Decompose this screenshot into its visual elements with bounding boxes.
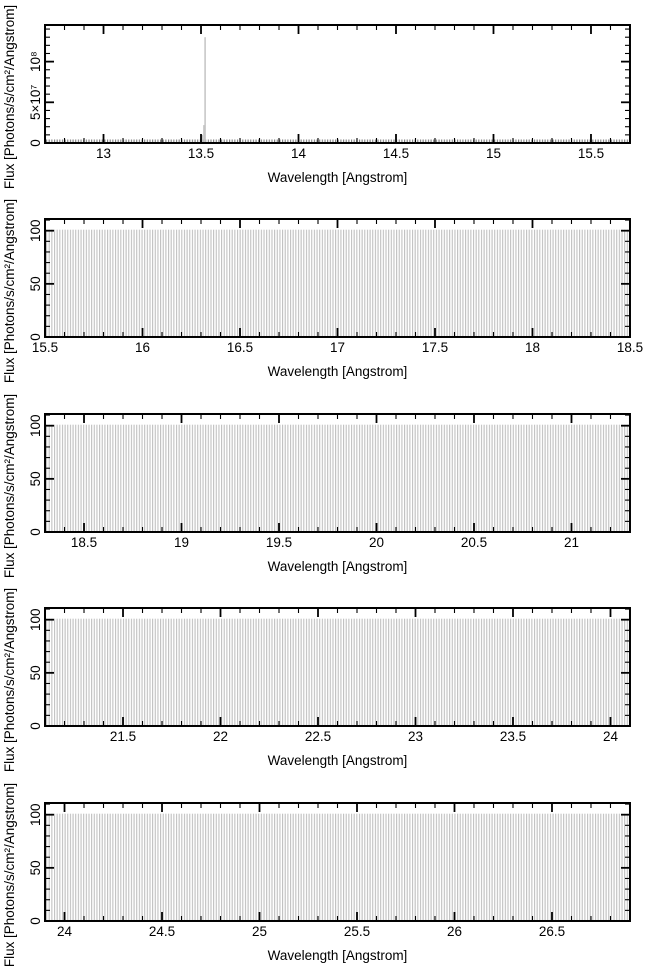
x-tick-label: 25 bbox=[252, 924, 267, 939]
x-tick-label: 20 bbox=[369, 535, 384, 550]
y-tick-label: 100 bbox=[28, 220, 43, 243]
x-axis-label: Wavelength [Angstrom] bbox=[268, 170, 408, 185]
spectrum-panel-5: 24 24.5 25 25.5 26 26.5 0 50 100 Wavelength [Angs… bbox=[2, 782, 631, 967]
y-axis-label: Flux [Photons/s/cm²/Angstrom] bbox=[2, 199, 17, 383]
x-tick-label: 26.5 bbox=[539, 924, 565, 939]
x-tick-label: 26 bbox=[447, 924, 462, 939]
axis-ticks bbox=[44, 803, 631, 922]
x-tick-label: 19 bbox=[174, 535, 189, 550]
y-tick-label: 100 bbox=[28, 414, 43, 437]
x-tick-label: 25.5 bbox=[344, 924, 370, 939]
y-tick-label: 0 bbox=[28, 528, 43, 536]
x-tick-label: 24 bbox=[57, 924, 72, 939]
y-tick-label: 10⁸ bbox=[28, 51, 43, 72]
x-tick-label: 21 bbox=[564, 535, 579, 550]
x-tick-label: 18.5 bbox=[617, 340, 643, 355]
x-tick-label: 15.5 bbox=[578, 146, 604, 161]
y-tick-label: 0 bbox=[28, 917, 43, 925]
y-tick-label: 50 bbox=[28, 277, 43, 292]
x-tick-label: 15.5 bbox=[32, 340, 58, 355]
y-tick-label: 0 bbox=[28, 722, 43, 730]
x-tick-label: 13 bbox=[96, 146, 111, 161]
y-tick-label: 50 bbox=[28, 860, 43, 875]
y-tick-label: 5×10⁷ bbox=[28, 85, 43, 120]
y-tick-label: 50 bbox=[28, 471, 43, 486]
x-tick-label: 18.5 bbox=[71, 535, 97, 550]
x-axis-label: Wavelength [Angstrom] bbox=[268, 364, 408, 379]
x-tick-label: 22 bbox=[213, 729, 228, 744]
x-tick-label: 24.5 bbox=[149, 924, 175, 939]
comb-spectrum bbox=[46, 424, 629, 531]
x-tick-label: 14 bbox=[291, 146, 306, 161]
plot-frame bbox=[44, 801, 631, 922]
spectrum-panel-1: 13 13.5 14 14.5 15 15.5 0 5×10⁷ 10⁸ Wavelength [A… bbox=[2, 5, 631, 189]
x-tick-label: 18 bbox=[525, 340, 540, 355]
x-tick-label: 16 bbox=[135, 340, 150, 355]
x-axis-label: Wavelength [Angstrom] bbox=[268, 948, 408, 963]
y-axis-label: Flux [Photons/s/cm²/Angstrom] bbox=[2, 5, 17, 189]
plot-frame bbox=[44, 607, 631, 728]
y-axis-label: Flux [Photons/s/cm²/Angstrom] bbox=[2, 394, 17, 578]
x-tick-label: 21.5 bbox=[110, 729, 136, 744]
x-tick-label: 13.5 bbox=[188, 146, 214, 161]
y-tick-label: 0 bbox=[28, 334, 43, 342]
x-tick-label: 17 bbox=[330, 340, 345, 355]
x-tick-label: 14.5 bbox=[383, 146, 409, 161]
comb-spectrum bbox=[46, 618, 629, 726]
y-tick-label: 50 bbox=[28, 666, 43, 681]
y-tick-label: 100 bbox=[28, 609, 43, 632]
x-tick-label: 16.5 bbox=[227, 340, 253, 355]
plot-frame bbox=[44, 23, 631, 144]
x-axis-label: Wavelength [Angstrom] bbox=[268, 559, 408, 574]
axis-ticks bbox=[44, 219, 631, 339]
x-tick-label: 17.5 bbox=[422, 340, 448, 355]
spectrum-panel-4: 21.5 22 22.5 23 23.5 24 0 50 100 Wavelength [Angs… bbox=[2, 588, 631, 772]
x-axis-label: Wavelength [Angstrom] bbox=[268, 753, 408, 768]
y-tick-label: 100 bbox=[28, 803, 43, 826]
comb-spectrum bbox=[46, 230, 629, 337]
spectrum-panel-3: 18.5 19 19.5 20 20.5 21 0 50 100 Wavelength [Angs… bbox=[2, 394, 631, 578]
comb-spectrum bbox=[46, 813, 629, 920]
spectrum-panel-2: 15.5 16 16.5 17 17.5 18 18.5 0 50 100 Wavelength [… bbox=[2, 199, 643, 383]
x-tick-label: 23 bbox=[408, 729, 423, 744]
x-tick-label: 22.5 bbox=[305, 729, 331, 744]
plot-frame bbox=[44, 218, 631, 339]
y-tick-label: 0 bbox=[28, 139, 43, 147]
y-axis-label: Flux [Photons/s/cm²/Angstrom] bbox=[2, 782, 17, 966]
y-axis-label: Flux [Photons/s/cm²/Angstrom] bbox=[2, 588, 17, 772]
x-tick-label: 19.5 bbox=[266, 535, 292, 550]
plot-frame bbox=[44, 412, 631, 533]
x-tick-label: 23.5 bbox=[500, 729, 526, 744]
x-tick-label: 15 bbox=[486, 146, 501, 161]
x-tick-label: 20.5 bbox=[461, 535, 487, 550]
axis-ticks bbox=[44, 25, 631, 144]
axis-ticks bbox=[44, 608, 631, 728]
x-tick-label: 24 bbox=[603, 729, 618, 744]
